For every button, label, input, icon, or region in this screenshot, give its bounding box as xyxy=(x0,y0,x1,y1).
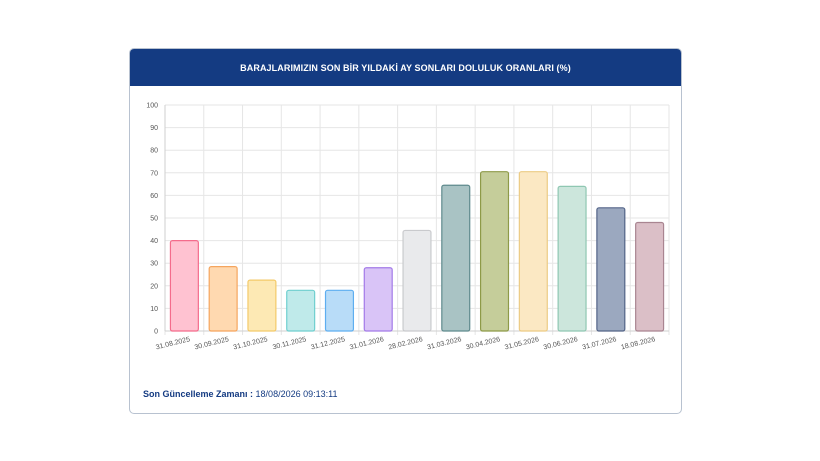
x-tick-label: 31.08.2025 xyxy=(155,336,191,351)
x-tick-label: 31.07.2026 xyxy=(582,336,618,351)
bar xyxy=(247,279,277,332)
y-tick-label: 100 xyxy=(146,103,158,110)
y-tick-label: 60 xyxy=(150,193,158,200)
y-tick-label: 40 xyxy=(150,238,158,245)
y-tick-label: 20 xyxy=(150,283,158,290)
x-tick-label: 31.10.2025 xyxy=(233,336,269,351)
x-tick-label: 28.02.2026 xyxy=(388,336,424,351)
bar xyxy=(208,265,238,332)
panel-title: BARAJLARIMIZIN SON BİR YILDAKİ AY SONLAR… xyxy=(130,49,681,86)
last-update-value: 18/08/2026 09:13:11 xyxy=(255,389,338,399)
y-tick-label: 50 xyxy=(150,216,158,223)
x-tick-label: 31.05.2026 xyxy=(504,336,540,351)
x-tick-label: 31.01.2026 xyxy=(349,336,385,351)
x-tick-label: 30.11.2025 xyxy=(272,336,307,351)
bar xyxy=(518,171,548,332)
y-tick-label: 10 xyxy=(150,306,158,313)
bar xyxy=(363,267,393,332)
bar xyxy=(635,221,665,332)
x-tick-label: 31.12.2025 xyxy=(310,336,346,351)
y-tick-label: 70 xyxy=(150,170,158,177)
y-tick-label: 90 xyxy=(150,125,158,132)
last-update-label: Son Güncelleme Zamanı : xyxy=(143,389,254,399)
bar xyxy=(479,171,510,332)
y-tick-label: 30 xyxy=(150,261,158,268)
x-tick-label: 30.09.2025 xyxy=(194,336,230,351)
bar xyxy=(286,289,316,332)
bar xyxy=(169,240,199,332)
chart-panel: BARAJLARIMIZIN SON BİR YILDAKİ AY SONLAR… xyxy=(129,48,682,414)
bar xyxy=(557,185,587,332)
x-tick-label: 30.04.2026 xyxy=(465,336,501,351)
bar xyxy=(441,184,471,332)
x-tick-label: 31.03.2026 xyxy=(427,336,463,351)
bar xyxy=(596,207,626,332)
x-tick-label: 18.08.2026 xyxy=(620,336,656,351)
bar-chart: 0 10 20 30 40 50 60 70 80 90 100 31.08.2025 30.09.20… xyxy=(146,103,670,351)
bar xyxy=(402,229,432,332)
bar xyxy=(324,289,355,332)
last-update: Son Güncelleme Zamanı : 18/08/2026 09:13… xyxy=(143,389,337,399)
y-tick-label: 80 xyxy=(150,148,158,155)
y-tick-label: 0 xyxy=(154,329,158,336)
x-tick-label: 30.06.2026 xyxy=(543,336,579,351)
